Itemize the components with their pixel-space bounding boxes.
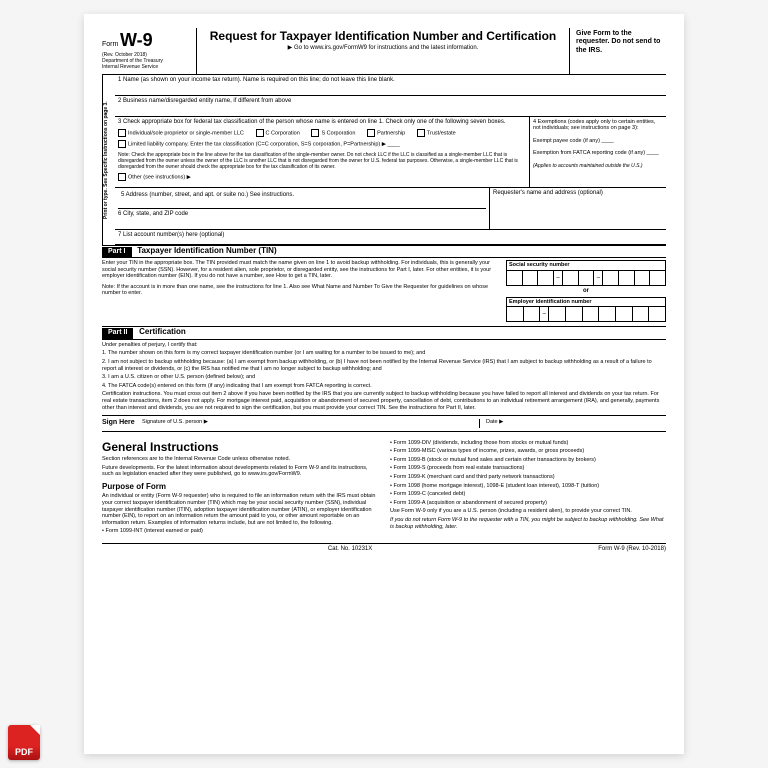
instructions-section: General Instructions Section references …: [102, 438, 666, 537]
part-2-header: Part II Certification: [102, 326, 666, 339]
signature-field[interactable]: Signature of U.S. person ▶: [142, 419, 480, 427]
line-4-exemptions: 4 Exemptions (codes apply only to certai…: [530, 117, 666, 187]
form-title: Request for Taxpayer Identification Numb…: [203, 30, 563, 43]
cert-item-4: 4. The FATCA code(s) entered on this for…: [102, 383, 666, 390]
bullet-1099-int: • Form 1099-INT (interest earned or paid…: [102, 528, 378, 535]
part-2-label: Part II: [102, 328, 133, 338]
tin-boxes-column: Social security number –– or Employer id…: [506, 260, 666, 322]
w9-form-page: Form W-9 (Rev. October 2018) Department …: [84, 14, 684, 754]
instructions-left-col: General Instructions Section references …: [102, 438, 378, 537]
signature-row: Sign Here Signature of U.S. person ▶ Dat…: [102, 415, 666, 431]
address-block: 5 Address (number, street, and apt. or s…: [115, 188, 490, 229]
llc-note: Note: Check the appropriate box in the l…: [118, 152, 526, 170]
irs: Internal Revenue Service: [102, 64, 192, 70]
side-instructions-label: Print or type. See Specific Instructions…: [102, 75, 115, 245]
header-center: Request for Taxpayer Identification Numb…: [197, 28, 570, 74]
tin-text: Enter your TIN in the appropriate box. T…: [102, 260, 498, 280]
line-1-name[interactable]: 1 Name (as shown on your income tax retu…: [115, 75, 666, 96]
bullet-1099-k: • Form 1099-K (merchant card and third p…: [390, 474, 666, 481]
line-3-4-row: 3 Check appropriate box for federal tax …: [115, 117, 666, 188]
checkbox-individual[interactable]: Individual/sole proprietor or single-mem…: [118, 129, 244, 137]
instructions-right-col: • Form 1099-DIV (dividends, including th…: [390, 438, 666, 537]
instr-p2: Future developments. For the latest info…: [102, 465, 378, 478]
cert-intro: Under penalties of perjury, I certify th…: [102, 342, 666, 349]
cert-item-2: 2. I am not subject to backup withholdin…: [102, 359, 666, 372]
form-subtitle: ▶ Go to www.irs.gov/FormW9 for instructi…: [203, 45, 563, 52]
main-fields-grid: Print or type. See Specific Instructions…: [102, 75, 666, 245]
purpose-heading: Purpose of Form: [102, 482, 378, 492]
checkbox-s-corp[interactable]: S Corporation: [311, 129, 355, 137]
pdf-icon: PDF: [8, 725, 40, 760]
instr-p4: Use Form W-9 only if you are a U.S. pers…: [390, 508, 666, 515]
bullet-1099-div: • Form 1099-DIV (dividends, including th…: [390, 440, 666, 447]
line-7-accounts[interactable]: 7 List account number(s) here (optional): [115, 230, 666, 245]
line-3-classification: 3 Check appropriate box for federal tax …: [115, 117, 530, 187]
line-5-6-row: 5 Address (number, street, and apt. or s…: [115, 188, 666, 230]
instr-p3: An individual or entity (Form W-9 reques…: [102, 493, 378, 526]
instr-p1: Section references are to the Internal R…: [102, 456, 378, 463]
date-field[interactable]: Date ▶: [480, 419, 666, 427]
instr-p5: If you do not return Form W-9 to the req…: [390, 517, 666, 530]
form-number: W-9: [120, 30, 153, 50]
ssn-input[interactable]: ––: [506, 270, 666, 286]
bullet-1099-c: • Form 1099-C (canceled debt): [390, 491, 666, 498]
bullet-1099-s: • Form 1099-S (proceeds from real estate…: [390, 465, 666, 472]
form-word: Form: [102, 41, 118, 48]
part-1-header: Part I Taxpayer Identification Number (T…: [102, 245, 666, 258]
fatca-note: (Applies to accounts maintained outside …: [533, 163, 663, 169]
bullet-1098: • Form 1098 (home mortgage interest), 10…: [390, 483, 666, 490]
line-6-city[interactable]: 6 City, state, and ZIP code: [118, 209, 486, 227]
ssn-label: Social security number: [506, 260, 666, 270]
general-instructions-heading: General Instructions: [102, 440, 378, 454]
page-footer: Cat. No. 10231X Form W-9 (Rev. 10-2018): [102, 543, 666, 553]
form-header: Form W-9 (Rev. October 2018) Department …: [102, 28, 666, 75]
line-2-business[interactable]: 2 Business name/disregarded entity name,…: [115, 96, 666, 117]
cert-item-3: 3. I am a U.S. citizen or other U.S. per…: [102, 374, 666, 381]
checkbox-trust[interactable]: Trust/estate: [417, 129, 456, 137]
bullet-1099-a: • Form 1099-A (acquisition or abandonmen…: [390, 500, 666, 507]
exemptions-title: 4 Exemptions (codes apply only to certai…: [533, 119, 663, 132]
ein-label: Employer identification number: [506, 297, 666, 307]
part-1-label: Part I: [102, 247, 132, 257]
requester-address[interactable]: Requester's name and address (optional): [490, 188, 666, 229]
checkbox-llc[interactable]: Limited liability company. Enter the tax…: [118, 140, 400, 148]
fields-column: 1 Name (as shown on your income tax retu…: [115, 75, 666, 245]
cert-item-1: 1. The number shown on this form is my c…: [102, 350, 666, 357]
tin-instructions: Enter your TIN in the appropriate box. T…: [102, 260, 506, 322]
exempt-payee-code[interactable]: Exempt payee code (if any) ____: [533, 138, 663, 145]
header-right: Give Form to the requester. Do not send …: [570, 28, 666, 74]
catalog-number: Cat. No. 10231X: [328, 546, 372, 553]
checkbox-other[interactable]: Other (see instructions) ▶: [118, 173, 191, 181]
part-1-title: Taxpayer Identification Number (TIN): [137, 246, 276, 256]
or-label: or: [506, 288, 666, 295]
tin-note: Note: If the account is in more than one…: [102, 284, 498, 297]
line-5-address[interactable]: 5 Address (number, street, and apt. or s…: [118, 190, 486, 209]
tin-section: Enter your TIN in the appropriate box. T…: [102, 260, 666, 322]
part-2-title: Certification: [139, 327, 186, 337]
footer-form-ref: Form W-9 (Rev. 10-2018): [598, 546, 666, 553]
sign-here-label: Sign Here: [102, 419, 142, 427]
bullet-1099-misc: • Form 1099-MISC (various types of incom…: [390, 448, 666, 455]
fatca-code[interactable]: Exemption from FATCA reporting code (if …: [533, 150, 663, 157]
checkbox-partnership[interactable]: Partnership: [367, 129, 405, 137]
header-left: Form W-9 (Rev. October 2018) Department …: [102, 28, 197, 74]
cert-instructions: Certification instructions. You must cro…: [102, 391, 666, 411]
ein-input[interactable]: –: [506, 306, 666, 322]
line-3-text: 3 Check appropriate box for federal tax …: [118, 119, 526, 126]
checkbox-c-corp[interactable]: C Corporation: [256, 129, 300, 137]
bullet-1099-b: • Form 1099-B (stock or mutual fund sale…: [390, 457, 666, 464]
